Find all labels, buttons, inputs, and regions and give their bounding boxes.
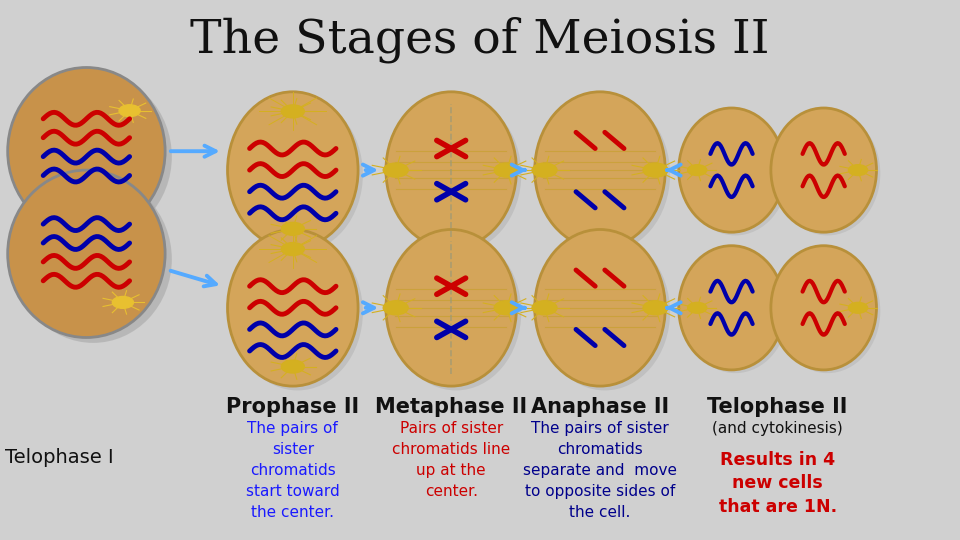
Text: Results in 4
new cells
that are 1N.: Results in 4 new cells that are 1N. bbox=[718, 451, 837, 516]
Ellipse shape bbox=[8, 68, 165, 235]
Ellipse shape bbox=[540, 234, 670, 390]
Text: The pairs of sister
chromatids
separate and  move
to opposite sides of
the cell.: The pairs of sister chromatids separate … bbox=[523, 421, 677, 520]
Circle shape bbox=[532, 301, 557, 315]
Ellipse shape bbox=[14, 73, 172, 240]
Ellipse shape bbox=[771, 108, 876, 232]
Text: (and cytokinesis): (and cytokinesis) bbox=[712, 421, 843, 436]
Circle shape bbox=[643, 301, 668, 315]
Ellipse shape bbox=[775, 249, 880, 373]
Circle shape bbox=[849, 302, 868, 313]
Circle shape bbox=[532, 163, 557, 177]
Ellipse shape bbox=[535, 92, 665, 248]
Circle shape bbox=[281, 222, 304, 235]
Ellipse shape bbox=[391, 96, 521, 253]
Ellipse shape bbox=[386, 92, 516, 248]
Text: Anaphase II: Anaphase II bbox=[531, 397, 669, 417]
Ellipse shape bbox=[683, 249, 788, 373]
Text: Telophase I: Telophase I bbox=[5, 448, 113, 467]
Ellipse shape bbox=[775, 111, 880, 235]
Circle shape bbox=[383, 163, 408, 177]
Circle shape bbox=[281, 242, 304, 255]
Text: The pairs of
sister
chromatids
start toward
the center.: The pairs of sister chromatids start tow… bbox=[246, 421, 340, 520]
Text: The Stages of Meiosis II: The Stages of Meiosis II bbox=[190, 16, 770, 63]
Circle shape bbox=[849, 165, 868, 176]
Circle shape bbox=[494, 301, 519, 315]
Text: Telophase II: Telophase II bbox=[708, 397, 848, 417]
Circle shape bbox=[281, 360, 304, 373]
Ellipse shape bbox=[683, 111, 788, 235]
Text: Pairs of sister
chromatids line
up at the
center.: Pairs of sister chromatids line up at th… bbox=[392, 421, 511, 499]
Ellipse shape bbox=[228, 230, 358, 386]
Ellipse shape bbox=[232, 96, 363, 253]
Circle shape bbox=[687, 302, 707, 313]
Ellipse shape bbox=[14, 176, 172, 343]
Ellipse shape bbox=[228, 92, 358, 248]
Circle shape bbox=[119, 105, 140, 117]
Ellipse shape bbox=[540, 96, 670, 253]
Circle shape bbox=[687, 165, 707, 176]
Circle shape bbox=[112, 296, 133, 308]
Ellipse shape bbox=[232, 234, 363, 390]
Ellipse shape bbox=[535, 230, 665, 386]
Ellipse shape bbox=[679, 246, 784, 370]
Ellipse shape bbox=[386, 230, 516, 386]
Circle shape bbox=[383, 301, 408, 315]
Circle shape bbox=[494, 163, 519, 177]
Ellipse shape bbox=[8, 170, 165, 338]
Ellipse shape bbox=[771, 246, 876, 370]
Text: Prophase II: Prophase II bbox=[227, 397, 359, 417]
Circle shape bbox=[643, 163, 668, 177]
Text: Metaphase II: Metaphase II bbox=[375, 397, 527, 417]
Ellipse shape bbox=[391, 234, 521, 390]
Circle shape bbox=[281, 105, 304, 118]
Ellipse shape bbox=[679, 108, 784, 232]
